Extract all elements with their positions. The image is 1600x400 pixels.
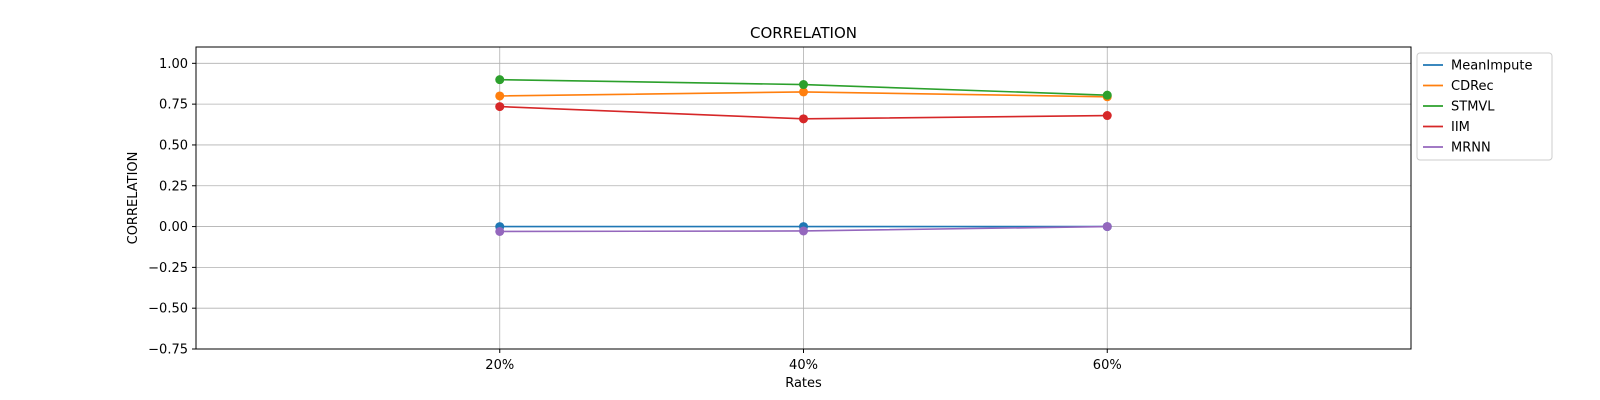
y-tick-label: 0.00 xyxy=(159,220,188,235)
series-layer xyxy=(495,75,1112,236)
data-point xyxy=(799,226,808,236)
legend-item: MRNN xyxy=(1423,141,1491,156)
chart-title: CORRELATION xyxy=(750,24,857,42)
y-tick-label: −0.25 xyxy=(148,261,188,276)
data-point xyxy=(799,87,808,97)
legend-box xyxy=(1416,52,1553,161)
data-point xyxy=(495,75,505,85)
legend-label: MRNN xyxy=(1451,141,1491,156)
data-point xyxy=(1102,90,1112,100)
data-point xyxy=(495,91,505,101)
data-point xyxy=(1102,111,1112,121)
legend-label: STMVL xyxy=(1451,100,1495,115)
series-mrnn xyxy=(495,222,1112,236)
y-tick-label: 0.75 xyxy=(159,98,188,113)
data-point xyxy=(1102,222,1112,232)
x-tick-label: 60% xyxy=(1093,358,1122,373)
legend-item: MeanImpute xyxy=(1423,59,1533,74)
legend-item: CDRec xyxy=(1423,79,1494,94)
legend-label: MeanImpute xyxy=(1451,59,1533,74)
legend-item: IIM xyxy=(1423,120,1470,135)
data-point xyxy=(495,102,505,112)
y-tick-label: −0.75 xyxy=(148,343,188,358)
x-tick-label: 40% xyxy=(789,358,818,373)
data-point xyxy=(799,80,808,90)
y-tick-label: 0.25 xyxy=(159,179,188,194)
y-tick-label: −0.50 xyxy=(148,302,188,317)
axis-ticks: 1.00 0.75 0.50 0.25 0.00 −0.25 −0.50 −0.75 20% 40… xyxy=(148,57,1122,373)
x-axis-title: Rates xyxy=(785,376,822,391)
series-stmvl xyxy=(495,75,1112,100)
legend-item: STMVL xyxy=(1423,100,1495,115)
series-iim xyxy=(495,102,1112,124)
y-axis-title: CORRELATION xyxy=(126,152,141,245)
y-tick-label: 0.50 xyxy=(159,138,188,153)
y-tick-label: 1.00 xyxy=(159,57,188,72)
legend-label: CDRec xyxy=(1451,79,1494,94)
x-tick-label: 20% xyxy=(485,358,514,373)
legend-label: IIM xyxy=(1451,120,1470,135)
legend: MeanImpute CDRec STMVL IIM MRNN xyxy=(1416,52,1553,161)
data-point xyxy=(799,114,808,124)
data-point xyxy=(495,226,505,236)
